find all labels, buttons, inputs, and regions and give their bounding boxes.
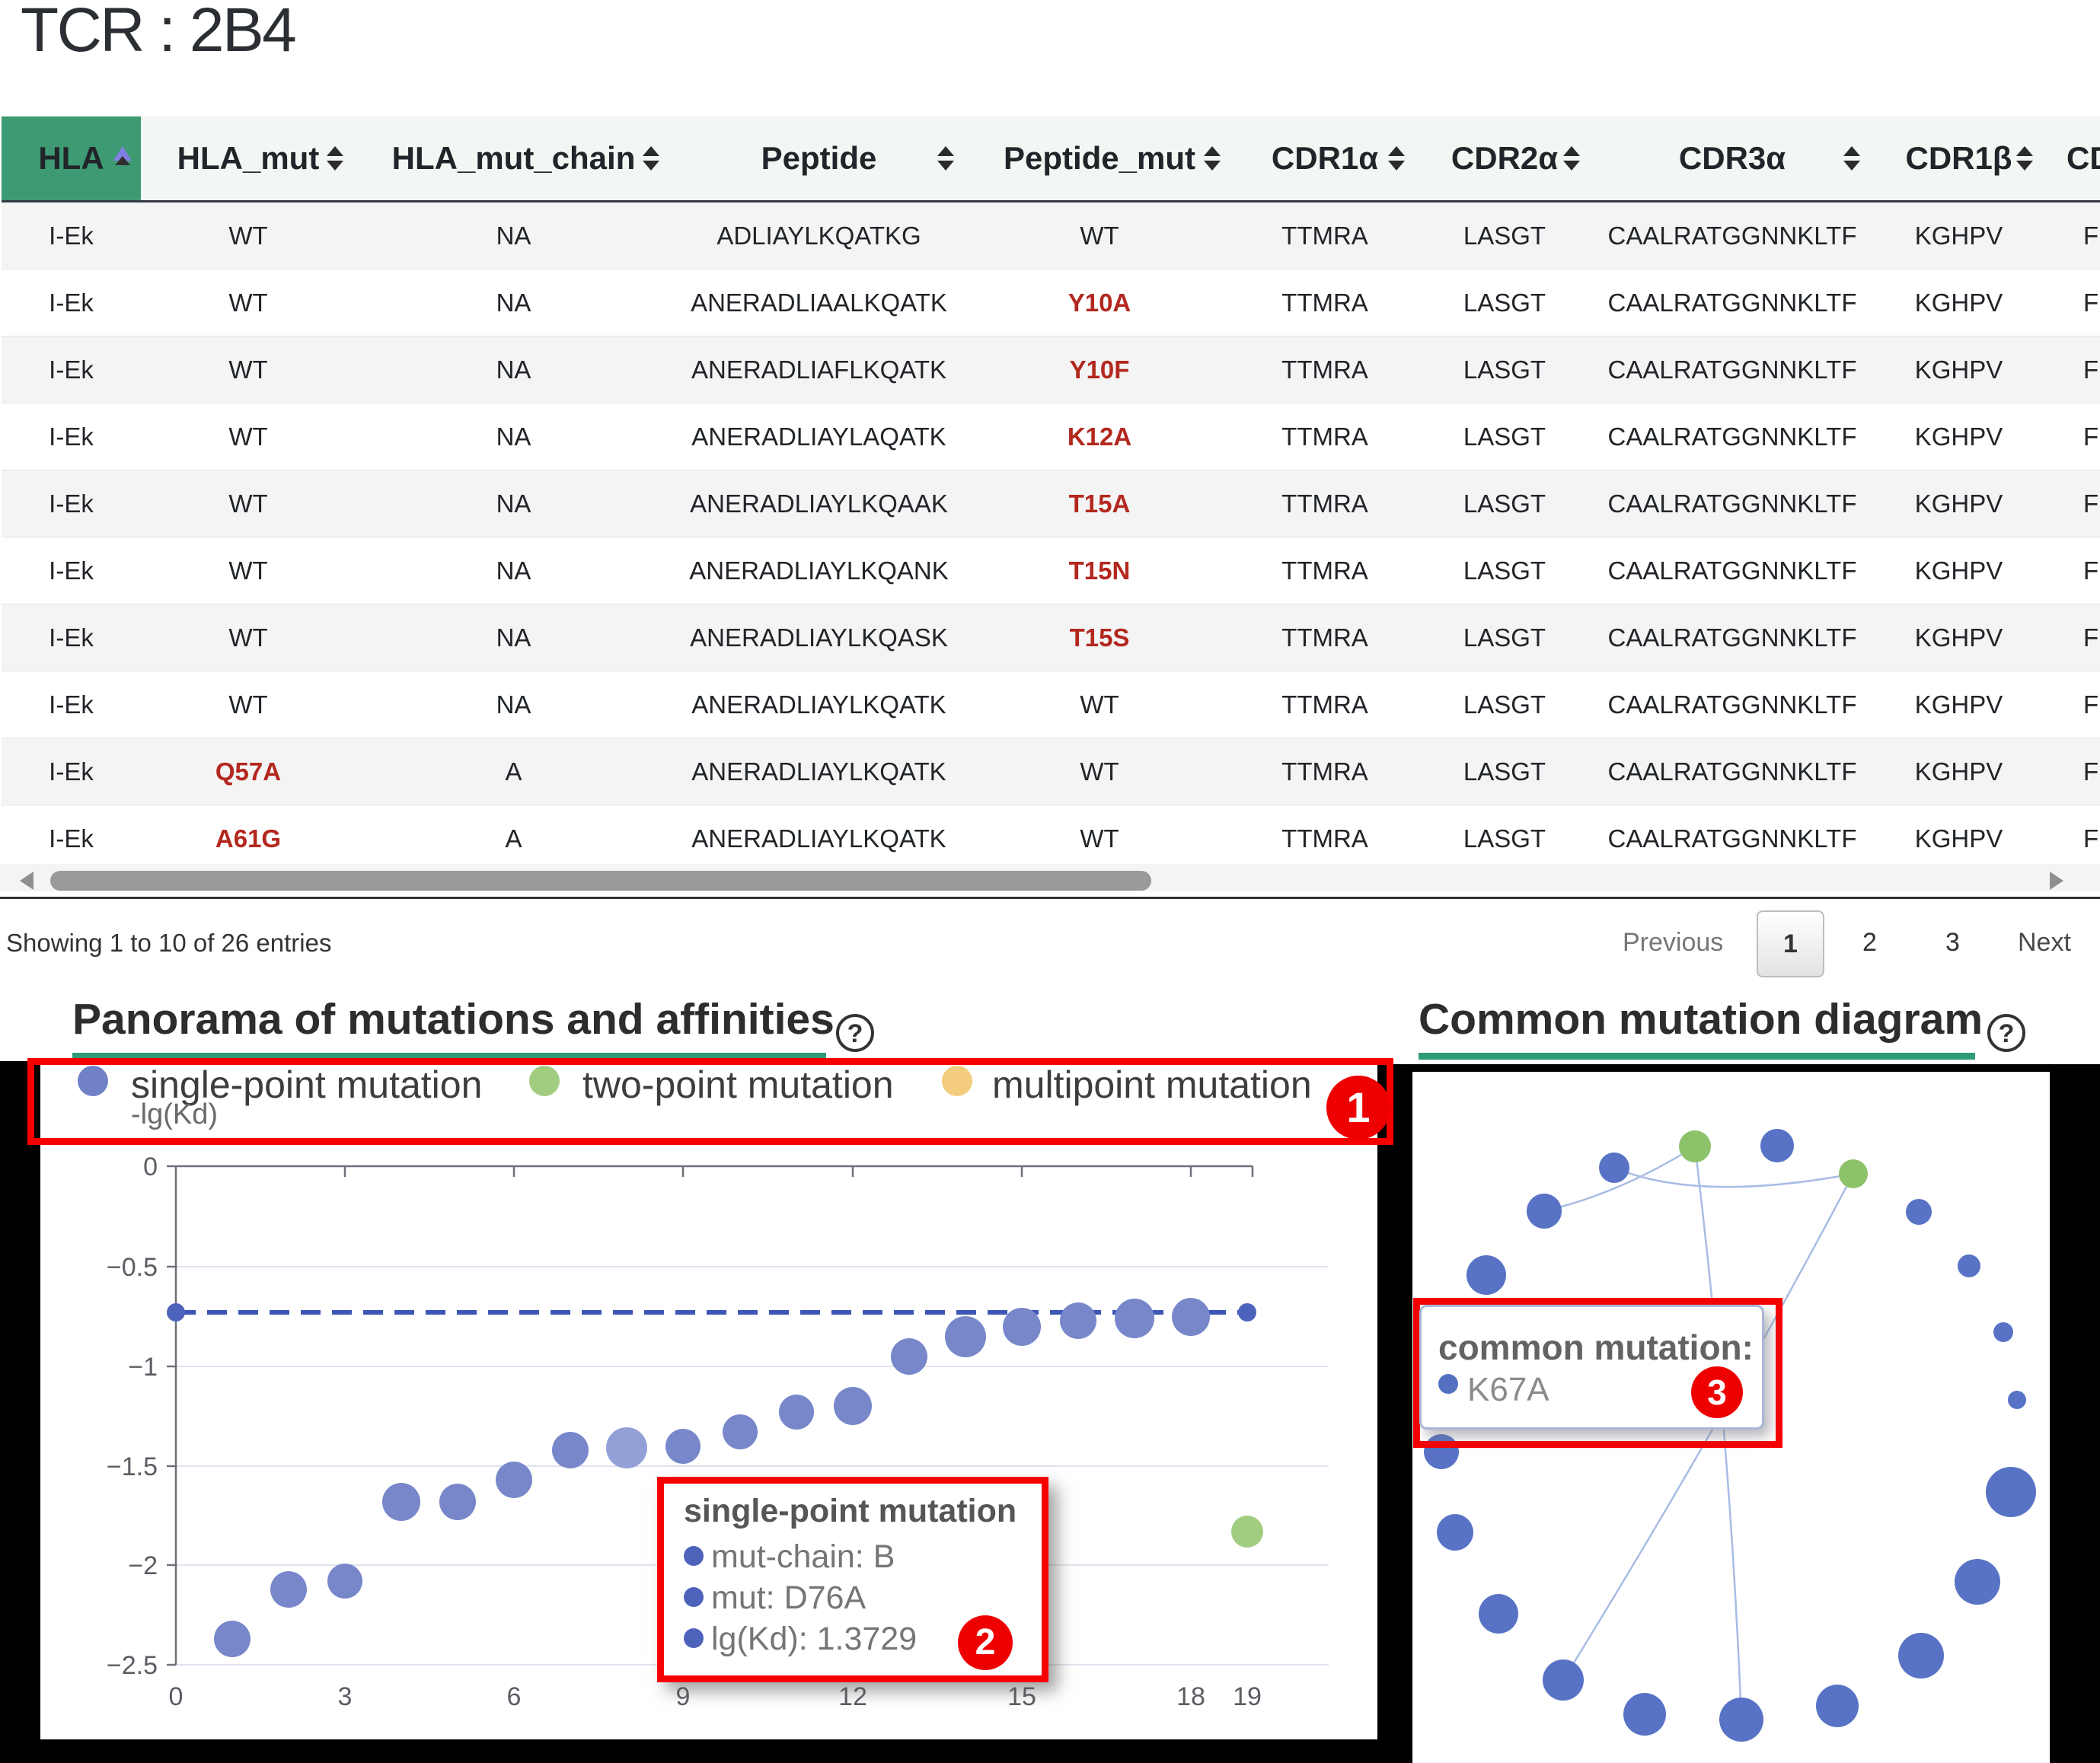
svg-text:18: 18 (1176, 1682, 1205, 1711)
svg-text:12: 12 (838, 1682, 867, 1711)
svg-text:−2.5: −2.5 (107, 1651, 158, 1680)
svg-text:6: 6 (507, 1682, 522, 1711)
svg-text:−0.5: −0.5 (107, 1253, 158, 1282)
svg-text:0: 0 (143, 1152, 158, 1181)
svg-text:15: 15 (1007, 1682, 1036, 1711)
svg-text:−2: −2 (128, 1551, 158, 1580)
svg-text:−1: −1 (128, 1353, 158, 1382)
svg-text:−1.5: −1.5 (107, 1452, 158, 1481)
svg-text:19: 19 (1233, 1682, 1262, 1711)
svg-text:0: 0 (169, 1682, 184, 1711)
svg-text:3: 3 (338, 1682, 353, 1711)
svg-text:9: 9 (676, 1682, 691, 1711)
